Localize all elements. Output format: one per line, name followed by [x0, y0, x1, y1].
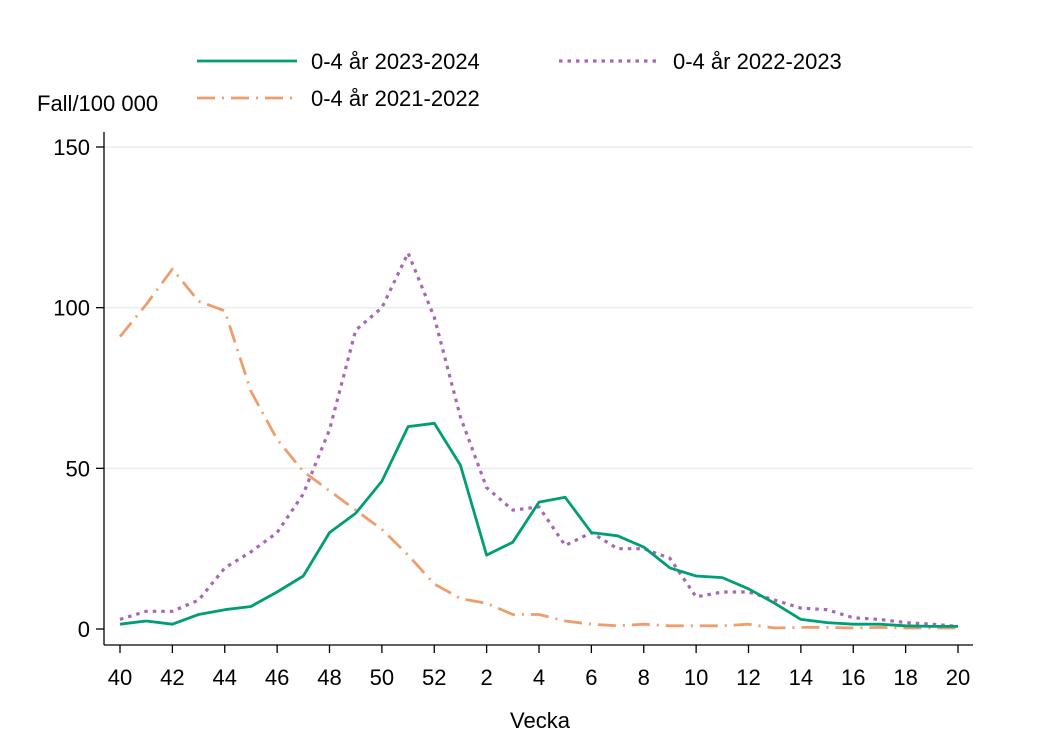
legend-label-0: 0-4 år 2023-2024: [311, 49, 480, 74]
x-tick-label: 10: [684, 665, 708, 690]
x-tick-label: 46: [265, 665, 289, 690]
series-line-0: [119, 421, 958, 628]
x-tick-label: 16: [841, 665, 865, 690]
legend-label-1: 0-4 år 2022-2023: [673, 49, 842, 74]
x-axis-label: Vecka: [510, 708, 571, 733]
x-tick-label: 40: [108, 665, 132, 690]
x-tick-label: 52: [422, 665, 446, 690]
y-tick-label: 100: [53, 296, 90, 321]
y-tick-label: 0: [78, 617, 90, 642]
x-tick-label: 44: [213, 665, 237, 690]
x-tick-label: 4: [533, 665, 545, 690]
y-tick-label: 50: [66, 456, 90, 481]
series-lines: [118, 251, 959, 630]
x-tick-label: 6: [585, 665, 597, 690]
x-tick-label: 2: [481, 665, 493, 690]
x-tick-label: 14: [789, 665, 813, 690]
y-tick-label: 150: [53, 135, 90, 160]
legend: 0-4 år 2023-2024 0-4 år 2022-2023 0-4 år 2…: [197, 49, 842, 111]
x-tick-label: 42: [160, 665, 184, 690]
x-tick-label: 12: [736, 665, 760, 690]
y-axis-label: Fall/100 000: [37, 91, 158, 116]
series-line-2: [118, 267, 958, 630]
legend-label-2: 0-4 år 2021-2022: [311, 86, 480, 111]
x-tick-label: 20: [946, 665, 970, 690]
x-tick-label: 18: [893, 665, 917, 690]
series-line-1: [119, 251, 959, 628]
x-tick-label: 8: [638, 665, 650, 690]
gridlines: [104, 146, 973, 470]
x-tick-label: 48: [317, 665, 341, 690]
x-tick-label: 50: [370, 665, 394, 690]
